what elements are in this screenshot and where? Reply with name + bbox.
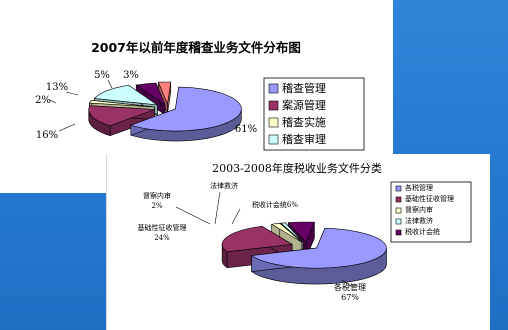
chart-2-legend-swatch: [395, 229, 402, 236]
chart-1-data-label: 5%: [94, 70, 110, 81]
chart-2-data-label: 67%: [341, 293, 359, 302]
chart-1-legend-label: 稽查实施: [282, 115, 326, 129]
chart-1-leader-line: [58, 123, 76, 132]
chart-2-title: 2003-2008年度税收业务文件分类: [212, 161, 382, 175]
chart-1-data-label: 2%: [35, 95, 51, 106]
chart-2-leader-line: [341, 279, 352, 287]
chart-2-legend-label: 基础性征收管理: [405, 194, 454, 203]
chart-2-legend-swatch: [395, 218, 402, 225]
chart-1-leader-line: [65, 91, 79, 96]
chart-2-slice-1: [250, 227, 387, 285]
chart-2-legend-label: 法律救济: [405, 216, 433, 225]
chart-1-legend: [263, 77, 365, 151]
chart-1-legend-swatch: [268, 83, 279, 94]
chart-1-legend-label: 案源管理: [282, 98, 326, 112]
chart-2-legend: [390, 181, 472, 243]
chart-1-legend-label: 稽查管理: [282, 81, 326, 95]
chart-2-data-label: 督察内审: [143, 191, 171, 200]
chart-1-legend-swatch: [268, 134, 279, 145]
chart-2-legend-swatch: [395, 196, 402, 203]
chart-2-data-label: 基础性征收管理: [138, 223, 187, 232]
chart-2-legend-label: 督察内审: [405, 205, 433, 214]
chart-1-data-label: 16%: [36, 130, 58, 141]
chart-2-leader-line: [231, 208, 241, 225]
chart-1-data-label: 3%: [123, 70, 139, 81]
chart-2-legend-swatch: [395, 185, 402, 192]
chart-2-leader-line: [175, 206, 211, 225]
chart-panel-2: 2003-2008年度税收业务文件分类 各税管理 67% 基础性征收管理 24% 督察内…: [107, 154, 490, 330]
chart-1-leader-line: [107, 79, 113, 89]
chart-2-legend-label: 各税管理: [405, 183, 433, 192]
chart-1-leader-line: [49, 99, 57, 104]
chart-2-data-label: 各税管理: [334, 282, 366, 292]
chart-1-legend-swatch: [268, 117, 279, 128]
chart-1-data-label: 61%: [235, 124, 257, 135]
chart-1-legend-label: 稽查审理: [282, 132, 326, 146]
chart-2-data-label: 税收计会统6%: [252, 200, 298, 209]
pie-chart-2: 2003-2008年度税收业务文件分类 各税管理67%基础性征收管理24%督察内…: [138, 161, 472, 302]
chart-2-data-label: 法律救济: [210, 181, 238, 190]
chart-1-slice-2: [88, 105, 156, 137]
chart-1-legend-swatch: [268, 100, 279, 111]
chart-1-data-label: 13%: [46, 82, 68, 93]
chart-2-leader-line: [214, 191, 221, 225]
chart-1-title: 2007年以前年度稽查业务文件分布图: [91, 40, 301, 55]
chart-2-legend-swatch: [395, 207, 402, 214]
chart-2-data-label: 24%: [154, 234, 170, 242]
chart-2-legend-label: 税收计会统: [405, 227, 440, 236]
chart-2-data-label: 2%: [151, 202, 162, 210]
pie-chart-1: 2007年以前年度稽查业务文件分布图 61% 16% 2% 13% 5% 3% 稽查管理案…: [35, 40, 365, 151]
chart-1-slice-1: [129, 86, 242, 142]
